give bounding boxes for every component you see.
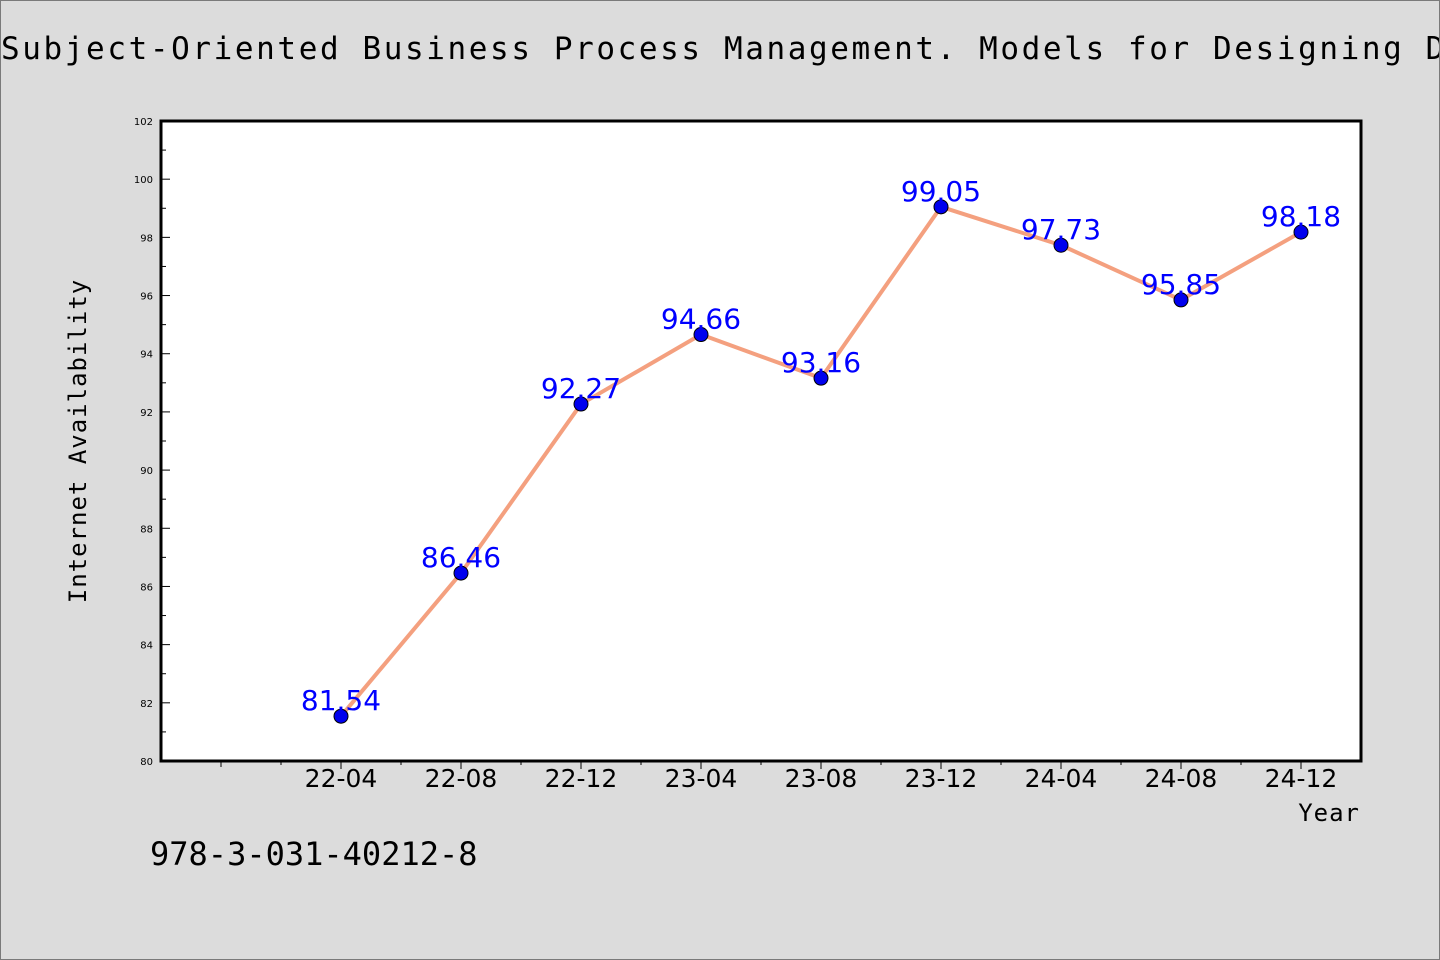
y-tick-label: 90 <box>140 466 153 477</box>
data-point <box>1053 237 1069 253</box>
y-tick-label: 96 <box>140 292 153 303</box>
y-axis-title: Internet Availability <box>64 279 92 603</box>
plot-area <box>161 121 1361 761</box>
y-tick-label: 84 <box>140 641 153 652</box>
x-tick-label: 22-12 <box>545 764 618 793</box>
x-tick-label: 24-08 <box>1145 764 1218 793</box>
y-tick-label: 86 <box>140 582 153 593</box>
data-point <box>333 708 349 724</box>
x-axis-title: Year <box>1298 799 1360 827</box>
y-tick-label: 100 <box>134 175 153 186</box>
data-label: 93.16 <box>781 346 861 379</box>
y-tick-label: 80 <box>140 757 153 768</box>
y-tick-label: 82 <box>140 699 153 710</box>
x-tick-label: 24-04 <box>1025 764 1098 793</box>
y-tick-label: 102 <box>134 117 153 128</box>
y-tick-label: 94 <box>140 350 153 361</box>
data-label: 94.66 <box>661 303 741 336</box>
data-point <box>573 396 589 412</box>
data-label: 81.54 <box>301 684 381 717</box>
data-point <box>813 370 829 386</box>
x-tick-label: 23-04 <box>665 764 738 793</box>
data-label: 86.46 <box>421 541 501 574</box>
chart-title: Subject-Oriented Business Process Manage… <box>1 31 1439 67</box>
data-point <box>933 199 949 215</box>
x-tick-label: 23-12 <box>905 764 978 793</box>
data-label: 98.18 <box>1261 200 1341 233</box>
data-label: 92.27 <box>541 372 621 405</box>
y-tick-label: 98 <box>140 233 153 244</box>
data-label: 99.05 <box>901 175 981 208</box>
plot-frame <box>159 119 1363 763</box>
data-label: 95.85 <box>1141 268 1221 301</box>
data-label: 97.73 <box>1021 213 1101 246</box>
data-point <box>1173 292 1189 308</box>
x-tick-label: 22-08 <box>425 764 498 793</box>
y-tick-label: 88 <box>140 524 153 535</box>
x-tick-label: 22-04 <box>305 764 378 793</box>
data-point <box>1293 224 1309 240</box>
x-tick-label: 24-12 <box>1265 764 1338 793</box>
x-tick-label: 23-08 <box>785 764 858 793</box>
data-point <box>453 565 469 581</box>
data-point <box>693 327 709 343</box>
isbn-text: 978-3-031-40212-8 <box>150 835 478 873</box>
y-tick-label: 92 <box>140 408 153 419</box>
